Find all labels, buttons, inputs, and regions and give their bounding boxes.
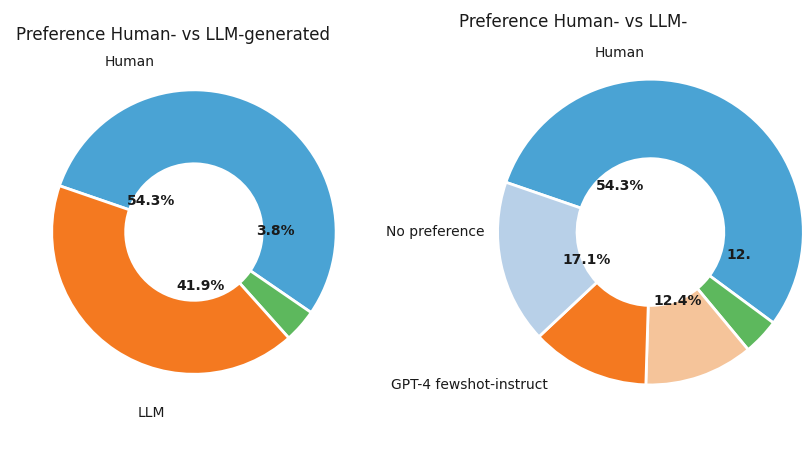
Wedge shape [539, 282, 648, 385]
Wedge shape [697, 276, 773, 349]
Wedge shape [239, 271, 311, 338]
Text: 12.: 12. [726, 248, 751, 262]
Wedge shape [60, 90, 336, 313]
Text: 54.3%: 54.3% [595, 179, 644, 193]
Text: Preference Human- vs LLM-generated: Preference Human- vs LLM-generated [16, 26, 330, 45]
Text: 12.4%: 12.4% [654, 294, 702, 308]
Text: 17.1%: 17.1% [562, 253, 610, 267]
Wedge shape [498, 182, 597, 337]
Text: Preference Human- vs LLM-: Preference Human- vs LLM- [459, 13, 688, 31]
Text: No preference: No preference [386, 225, 485, 239]
Wedge shape [646, 288, 748, 385]
Text: Human: Human [595, 46, 645, 60]
Wedge shape [506, 79, 803, 323]
Text: 41.9%: 41.9% [177, 279, 225, 293]
Text: GPT-4 fewshot-instruct: GPT-4 fewshot-instruct [390, 378, 547, 392]
Text: Human: Human [105, 55, 155, 69]
Text: LLM: LLM [137, 406, 165, 420]
Text: 3.8%: 3.8% [255, 223, 294, 238]
Text: 54.3%: 54.3% [127, 194, 175, 208]
Wedge shape [52, 186, 288, 374]
